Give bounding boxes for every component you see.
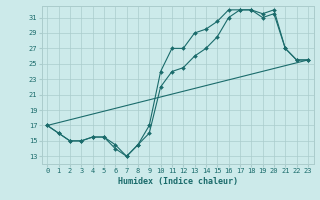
X-axis label: Humidex (Indice chaleur): Humidex (Indice chaleur) bbox=[118, 177, 237, 186]
